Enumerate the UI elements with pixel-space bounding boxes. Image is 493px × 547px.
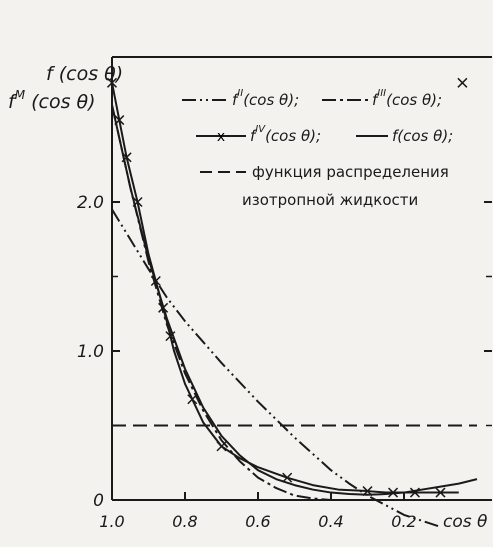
y-axis-label-line2-base: f bbox=[8, 91, 18, 113]
x-tick-label-0: 1.0 bbox=[99, 512, 124, 531]
x-tick-label-4: 0.2 bbox=[391, 512, 416, 531]
y-axis-label-line2-arg: (cos θ) bbox=[25, 91, 96, 113]
legend-fII-base: f bbox=[232, 91, 240, 109]
legend-fIII-sup: III bbox=[377, 88, 386, 99]
marker-stroke-b bbox=[282, 472, 293, 483]
marker-stroke-b bbox=[187, 394, 198, 405]
legend-label-fIII: fIII(cos θ); bbox=[372, 88, 442, 109]
ticks-layer: 1.0 0.8 0.6 0.4 0.201.02.0 bbox=[77, 193, 492, 531]
series-2-marker-13 bbox=[435, 487, 446, 498]
y-tick-label-0: 0 bbox=[93, 491, 104, 511]
y-axis-label-line1: f (cos θ) bbox=[46, 63, 123, 85]
curves-layer bbox=[106, 77, 478, 528]
series-2-marker-7 bbox=[187, 394, 198, 405]
legend-isotropic-line1: функция распределения bbox=[252, 163, 449, 181]
series-2-marker-9 bbox=[282, 472, 293, 483]
series-line-3 bbox=[111, 104, 478, 496]
legend-fIV-base: f bbox=[250, 127, 258, 145]
y-tick-label-1: 1.0 bbox=[77, 342, 104, 362]
legend-fIV-sup: IV bbox=[255, 124, 266, 135]
y-axis-label-line2: fM (cos θ) bbox=[8, 88, 96, 113]
legend-label-fIV: fIV(cos θ); bbox=[250, 124, 321, 145]
marker-stroke-b bbox=[457, 77, 468, 88]
legend-fIII-arg: (cos θ); bbox=[386, 91, 442, 109]
y-tick-label-2: 2.0 bbox=[77, 193, 104, 213]
legend-fIV-arg: (cos θ); bbox=[265, 127, 321, 145]
x-axis-label: cos θ bbox=[443, 512, 488, 532]
x-tick-label-1: 0.8 bbox=[172, 512, 197, 531]
x-tick-label-3: 0.4 bbox=[318, 512, 343, 531]
legend-fII-sup: II bbox=[237, 88, 243, 99]
marker-stroke-b bbox=[435, 487, 446, 498]
legend-fII-arg: (cos θ); bbox=[243, 91, 299, 109]
y-axis-label-line2-sup: M bbox=[15, 88, 26, 102]
legend-f-arg: (cos θ); bbox=[397, 127, 453, 145]
legend-label-fII: fII(cos θ); bbox=[232, 88, 299, 109]
legend-fIII-base: f bbox=[372, 91, 380, 109]
legend-f-base: f bbox=[392, 127, 400, 145]
x-tick-label-2: 0.6 bbox=[245, 512, 270, 531]
series-2-marker-8 bbox=[216, 441, 227, 452]
series-line-0 bbox=[111, 208, 441, 528]
legend-x-marker: x bbox=[217, 129, 225, 145]
series-2-marker-14 bbox=[457, 77, 468, 88]
plot-frame bbox=[111, 56, 492, 501]
marker-stroke-b bbox=[216, 441, 227, 452]
legend-label-f: f(cos θ); bbox=[392, 127, 453, 145]
marker-stroke-b bbox=[165, 331, 176, 342]
marker-stroke-b bbox=[106, 77, 118, 88]
legend-isotropic-line2: изотропной жидкости bbox=[242, 191, 418, 209]
series-2-marker-0 bbox=[106, 77, 118, 88]
legend: fII(cos θ); fIII(cos θ); x fIV(cos θ); f… bbox=[182, 88, 453, 209]
